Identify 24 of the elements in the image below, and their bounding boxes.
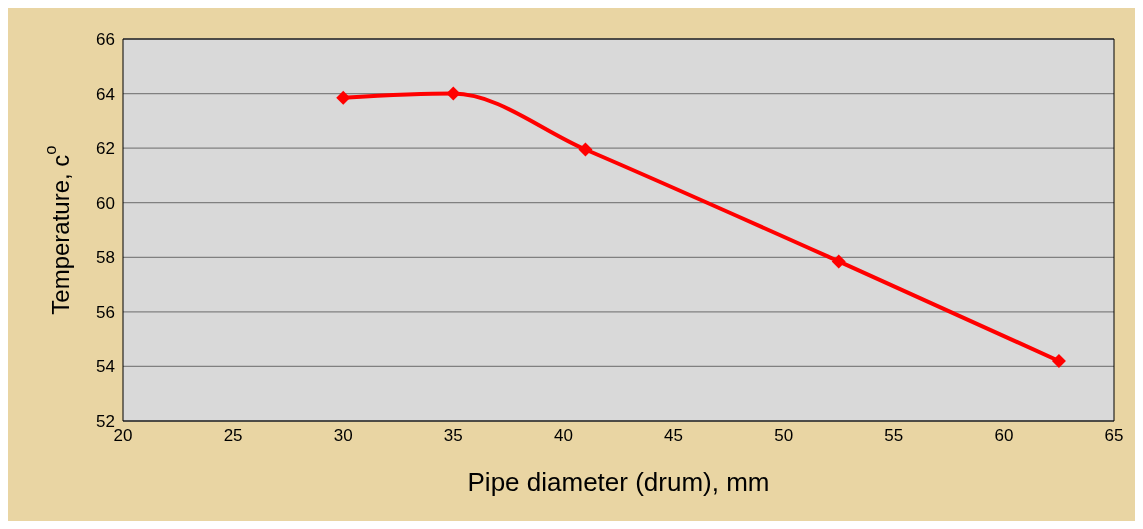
y-tick-label: 64	[96, 84, 115, 104]
x-tick-label: 65	[1104, 426, 1124, 446]
x-tick-label: 55	[884, 426, 904, 446]
point	[336, 90, 351, 105]
x-tick-label: 60	[994, 426, 1014, 446]
y-tick-label: 60	[96, 193, 115, 213]
y-tick-label: 56	[96, 302, 115, 322]
x-tick-label: 50	[774, 426, 794, 446]
y-tick-label: 54	[96, 357, 115, 377]
y-tick-label: 58	[96, 248, 115, 268]
x-tick-label: 40	[553, 426, 573, 446]
point	[578, 142, 593, 157]
x-tick-label: 20	[113, 426, 133, 446]
x-tick-label: 30	[333, 426, 353, 446]
point	[1051, 353, 1066, 368]
y-tick-label: 66	[96, 30, 115, 50]
y-tick-label: 52	[96, 412, 115, 432]
x-axis-title: Pipe diameter (drum), mm	[467, 467, 770, 497]
x-tick-label: 45	[664, 426, 684, 446]
point	[831, 254, 846, 269]
x-tick-label: 35	[443, 426, 463, 446]
point	[446, 86, 461, 101]
y-tick-label: 62	[96, 139, 115, 159]
x-tick-label: 25	[223, 426, 243, 446]
